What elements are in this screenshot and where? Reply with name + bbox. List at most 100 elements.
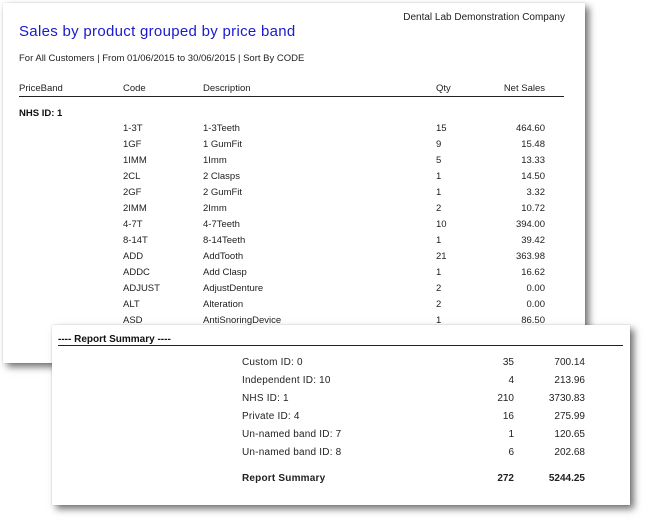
cell-description: 1 GumFit bbox=[203, 139, 243, 150]
cell-net-sales: 363.98 bbox=[515, 251, 545, 262]
cell-qty: 5 bbox=[436, 155, 442, 166]
cell-code: ADDC bbox=[123, 267, 150, 278]
header-qty: Qty bbox=[436, 83, 451, 94]
company-name: Dental Lab Demonstration Company bbox=[403, 12, 565, 23]
cell-net-sales: 13.33 bbox=[521, 155, 545, 166]
summary-band-label: Un-named band ID: 8 bbox=[242, 447, 342, 458]
cell-description: 1-3Teeth bbox=[203, 123, 240, 134]
summary-net-sales: 3730.83 bbox=[548, 393, 585, 404]
summary-qty: 4 bbox=[508, 375, 514, 386]
summary-divider bbox=[58, 345, 623, 346]
cell-net-sales: 0.00 bbox=[526, 299, 546, 310]
table-row: ASD AntiSnoringDevice 1 86.50 bbox=[3, 315, 585, 331]
summary-total-qty: 272 bbox=[497, 473, 514, 484]
cell-description: 1Imm bbox=[203, 155, 227, 166]
summary-qty: 6 bbox=[508, 447, 514, 458]
summary-band-label: NHS ID: 1 bbox=[242, 393, 289, 404]
header-code: Code bbox=[123, 83, 146, 94]
cell-description: 2 GumFit bbox=[203, 187, 243, 198]
summary-net-sales: 213.96 bbox=[554, 375, 585, 386]
cell-code: ALT bbox=[123, 299, 140, 310]
cell-code: 4-7T bbox=[123, 219, 143, 230]
table-row: ALT Alteration 2 0.00 bbox=[3, 299, 585, 315]
cell-net-sales: 0.00 bbox=[526, 283, 546, 294]
summary-total-row: Report Summary 272 5244.25 bbox=[52, 473, 630, 491]
table-row: ADJUST AdjustDenture 2 0.00 bbox=[3, 283, 585, 299]
cell-net-sales: 14.50 bbox=[521, 171, 545, 182]
summary-net-sales: 700.14 bbox=[554, 357, 585, 368]
summary-total-label: Report Summary bbox=[242, 473, 326, 484]
cell-qty: 10 bbox=[436, 219, 447, 230]
group-label: NHS ID: 1 bbox=[19, 108, 63, 119]
summary-band-label: Custom ID: 0 bbox=[242, 357, 303, 368]
summary-band-label: Un-named band ID: 7 bbox=[242, 429, 342, 440]
cell-qty: 2 bbox=[436, 283, 442, 294]
table-row: 1GF 1 GumFit 9 15.48 bbox=[3, 139, 585, 155]
cell-net-sales: 10.72 bbox=[521, 203, 545, 214]
summary-row: Custom ID: 0 35 700.14 bbox=[52, 357, 630, 375]
cell-description: AntiSnoringDevice bbox=[203, 315, 282, 326]
cell-net-sales: 3.32 bbox=[526, 187, 546, 198]
table-row: 1-3T 1-3Teeth 15 464.60 bbox=[3, 123, 585, 139]
cell-code: 8-14T bbox=[123, 235, 148, 246]
cell-net-sales: 86.50 bbox=[521, 315, 545, 326]
cell-qty: 1 bbox=[436, 235, 442, 246]
table-row: ADD AddTooth 21 363.98 bbox=[3, 251, 585, 267]
cell-code: 2IMM bbox=[123, 203, 147, 214]
summary-qty: 35 bbox=[502, 357, 514, 368]
cell-code: ASD bbox=[123, 315, 143, 326]
cell-description: Add Clasp bbox=[203, 267, 247, 278]
summary-total-net-sales: 5244.25 bbox=[548, 473, 585, 484]
table-row: 2GF 2 GumFit 1 3.32 bbox=[3, 187, 585, 203]
table-row: 1IMM 1Imm 5 13.33 bbox=[3, 155, 585, 171]
cell-qty: 1 bbox=[436, 171, 442, 182]
cell-description: Alteration bbox=[203, 299, 244, 310]
table-row: ADDC Add Clasp 1 16.62 bbox=[3, 267, 585, 283]
summary-band-label: Private ID: 4 bbox=[242, 411, 300, 422]
summary-qty: 1 bbox=[508, 429, 514, 440]
report-page: Dental Lab Demonstration Company Sales b… bbox=[3, 3, 585, 363]
summary-row: Un-named band ID: 8 6 202.68 bbox=[52, 447, 630, 465]
summary-row: NHS ID: 1 210 3730.83 bbox=[52, 393, 630, 411]
cell-code: 1IMM bbox=[123, 155, 147, 166]
cell-description: AdjustDenture bbox=[203, 283, 264, 294]
summary-qty: 16 bbox=[502, 411, 514, 422]
cell-net-sales: 39.42 bbox=[521, 235, 545, 246]
cell-code: 2CL bbox=[123, 171, 141, 182]
cell-code: 2GF bbox=[123, 187, 142, 198]
table-row: 2IMM 2Imm 2 10.72 bbox=[3, 203, 585, 219]
report-subtitle: For All Customers | From 01/06/2015 to 3… bbox=[19, 53, 305, 64]
cell-qty: 1 bbox=[436, 267, 442, 278]
cell-net-sales: 16.62 bbox=[521, 267, 545, 278]
cell-description: 2Imm bbox=[203, 203, 227, 214]
table-row: 4-7T 4-7Teeth 10 394.00 bbox=[3, 219, 585, 235]
report-summary-page: ---- Report Summary ---- Custom ID: 0 35… bbox=[52, 325, 630, 505]
cell-code: ADD bbox=[123, 251, 144, 262]
table-row: 2CL 2 Clasps 1 14.50 bbox=[3, 171, 585, 187]
table-row: 8-14T 8-14Teeth 1 39.42 bbox=[3, 235, 585, 251]
summary-net-sales: 275.99 bbox=[554, 411, 585, 422]
cell-description: 4-7Teeth bbox=[203, 219, 240, 230]
cell-net-sales: 15.48 bbox=[521, 139, 545, 150]
cell-qty: 2 bbox=[436, 203, 442, 214]
cell-qty: 9 bbox=[436, 139, 442, 150]
cell-code: 1GF bbox=[123, 139, 142, 150]
cell-net-sales: 394.00 bbox=[515, 219, 545, 230]
cell-qty: 1 bbox=[436, 315, 442, 326]
summary-row: Private ID: 4 16 275.99 bbox=[52, 411, 630, 429]
summary-row: Un-named band ID: 7 1 120.65 bbox=[52, 429, 630, 447]
cell-description: 2 Clasps bbox=[203, 171, 240, 182]
cell-net-sales: 464.60 bbox=[515, 123, 545, 134]
header-description: Description bbox=[203, 83, 251, 94]
cell-description: AddTooth bbox=[203, 251, 244, 262]
cell-qty: 2 bbox=[436, 299, 442, 310]
summary-qty: 210 bbox=[497, 393, 514, 404]
cell-code: 1-3T bbox=[123, 123, 143, 134]
cell-description: 8-14Teeth bbox=[203, 235, 246, 246]
report-title: Sales by product grouped by price band bbox=[19, 23, 296, 40]
summary-band-label: Independent ID: 10 bbox=[242, 375, 331, 386]
header-divider bbox=[19, 96, 564, 97]
summary-row: Independent ID: 10 4 213.96 bbox=[52, 375, 630, 393]
cell-qty: 15 bbox=[436, 123, 447, 134]
cell-code: ADJUST bbox=[123, 283, 160, 294]
